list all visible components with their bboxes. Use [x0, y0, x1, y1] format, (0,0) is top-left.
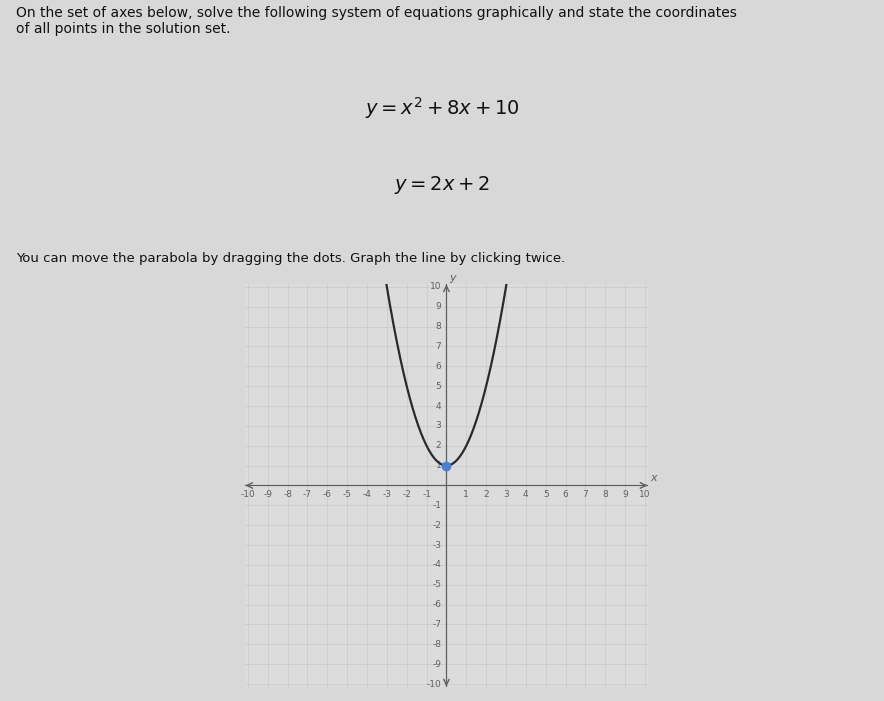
Text: 9: 9	[622, 491, 628, 499]
Text: -1: -1	[422, 491, 431, 499]
Text: -4: -4	[362, 491, 371, 499]
Text: 5: 5	[436, 381, 441, 390]
Text: -1: -1	[432, 501, 441, 510]
Text: -10: -10	[427, 679, 441, 688]
Text: 6: 6	[436, 362, 441, 371]
Text: -5: -5	[432, 580, 441, 590]
Text: -6: -6	[432, 600, 441, 609]
Text: $y = x^2 + 8x + 10$: $y = x^2 + 8x + 10$	[364, 95, 520, 121]
Text: 3: 3	[436, 421, 441, 430]
Text: -8: -8	[283, 491, 292, 499]
Text: y: y	[449, 273, 455, 283]
Text: 4: 4	[436, 402, 441, 411]
Text: $y = 2x + 2$: $y = 2x + 2$	[394, 174, 490, 196]
Text: -3: -3	[432, 540, 441, 550]
Text: 3: 3	[503, 491, 509, 499]
Text: x: x	[650, 473, 657, 483]
Text: -2: -2	[432, 521, 441, 530]
Text: 5: 5	[543, 491, 549, 499]
Text: 1: 1	[436, 461, 441, 470]
Text: 10: 10	[639, 491, 651, 499]
Text: 9: 9	[436, 302, 441, 311]
Text: 10: 10	[430, 283, 441, 292]
Text: -2: -2	[402, 491, 411, 499]
Text: 2: 2	[436, 441, 441, 450]
Text: 7: 7	[583, 491, 588, 499]
Text: -7: -7	[432, 620, 441, 629]
Text: -9: -9	[263, 491, 272, 499]
Text: 4: 4	[523, 491, 529, 499]
Text: -10: -10	[240, 491, 255, 499]
Text: -9: -9	[432, 660, 441, 669]
Text: 8: 8	[602, 491, 608, 499]
Text: 2: 2	[484, 491, 489, 499]
Text: -6: -6	[323, 491, 332, 499]
Text: 7: 7	[436, 342, 441, 351]
Text: 8: 8	[436, 322, 441, 331]
Text: 1: 1	[463, 491, 469, 499]
Text: You can move the parabola by dragging the dots. Graph the line by clicking twice: You can move the parabola by dragging th…	[16, 252, 565, 266]
Text: -4: -4	[432, 560, 441, 569]
Text: -7: -7	[303, 491, 312, 499]
Text: -8: -8	[432, 640, 441, 649]
Text: On the set of axes below, solve the following system of equations graphically an: On the set of axes below, solve the foll…	[16, 6, 736, 36]
Text: -3: -3	[383, 491, 392, 499]
Text: -5: -5	[343, 491, 352, 499]
Text: 6: 6	[563, 491, 568, 499]
